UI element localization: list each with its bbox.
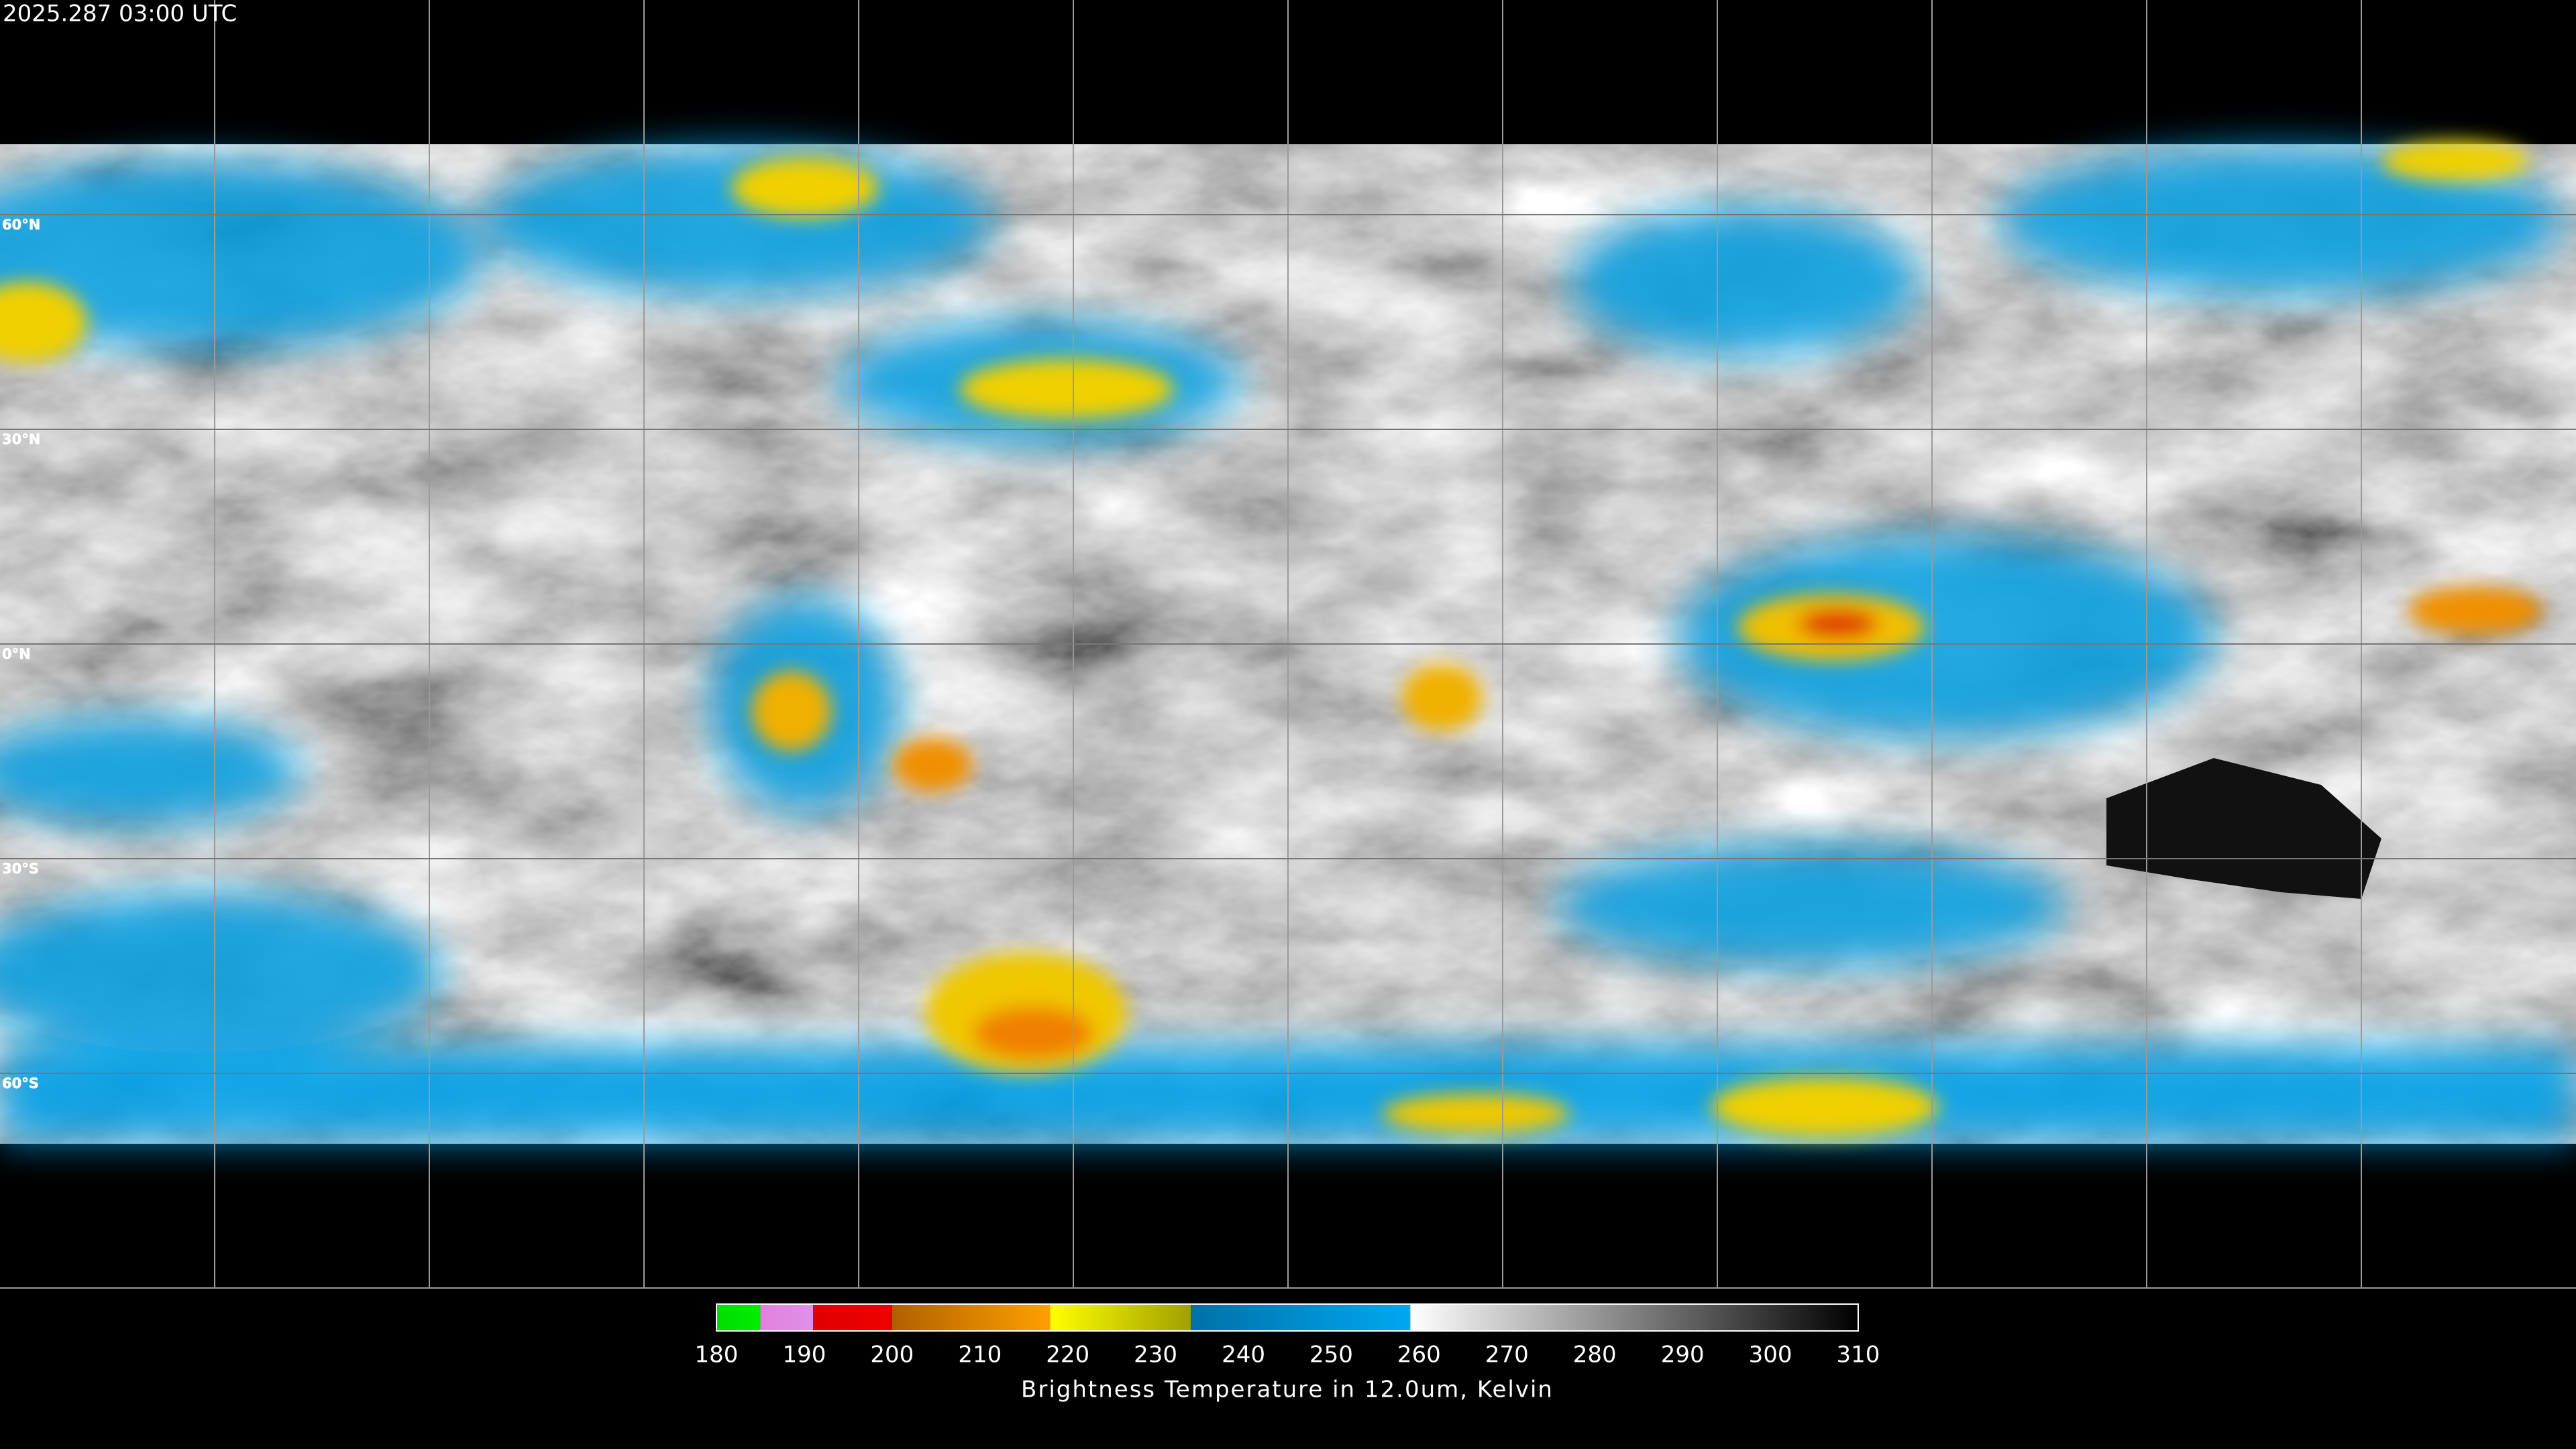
latitude-label: 30°S: [2, 861, 39, 877]
colorbar-tick-label: 280: [1573, 1342, 1617, 1368]
colorbar-tick-label: 210: [958, 1342, 1002, 1368]
colorbar-segment: [1410, 1304, 1858, 1331]
colorbar-segment: [716, 1304, 761, 1331]
colorbar-tick-label: 300: [1749, 1342, 1792, 1368]
latitude-label: 30°N: [2, 431, 40, 447]
colorbar-tick-label: 270: [1485, 1342, 1529, 1368]
graticule: 60°N 30°N 0°N 30°S 60°S: [0, 0, 2576, 1289]
colorbar-title: Brightness Temperature in 12.0um, Kelvin: [1021, 1377, 1554, 1403]
australia-warm-land: [2106, 758, 2381, 899]
latitude-label: 60°S: [2, 1075, 39, 1091]
latitude-label: 0°N: [2, 646, 31, 662]
colorbar-frame: [716, 1303, 1859, 1332]
colorbar-segment: [760, 1304, 814, 1331]
colorbar-tick-label: 190: [782, 1342, 826, 1368]
colorbar-segment: [813, 1304, 892, 1331]
colorbar-segment: [1190, 1304, 1411, 1331]
colorbar-tick-label: 200: [870, 1342, 914, 1368]
cold-clouds: [0, 148, 2576, 1140]
colorbar-tick-label: 290: [1661, 1342, 1705, 1368]
colorbar-tick-label: 230: [1134, 1342, 1177, 1368]
colorbar: 180 190 200 210 220 230 240 250 260 270 280 290 300 3…: [695, 1303, 1880, 1368]
deep-convection: [0, 141, 2542, 1137]
colorbar-segment: [1050, 1304, 1191, 1331]
colorbar-tick-label: 250: [1309, 1342, 1353, 1368]
colorbar-tick-label: 310: [1837, 1342, 1880, 1368]
colorbar-tick-label: 240: [1222, 1342, 1265, 1368]
timestamp: 2025.287 03:00 UTC: [3, 1, 237, 28]
latitude-label: 60°N: [2, 217, 40, 233]
colorbar-tick-label: 260: [1397, 1342, 1441, 1368]
colorbar-segment: [892, 1304, 1051, 1331]
colorbar-tick-label: 220: [1046, 1342, 1089, 1368]
colorbar-tick-label: 180: [695, 1342, 739, 1368]
